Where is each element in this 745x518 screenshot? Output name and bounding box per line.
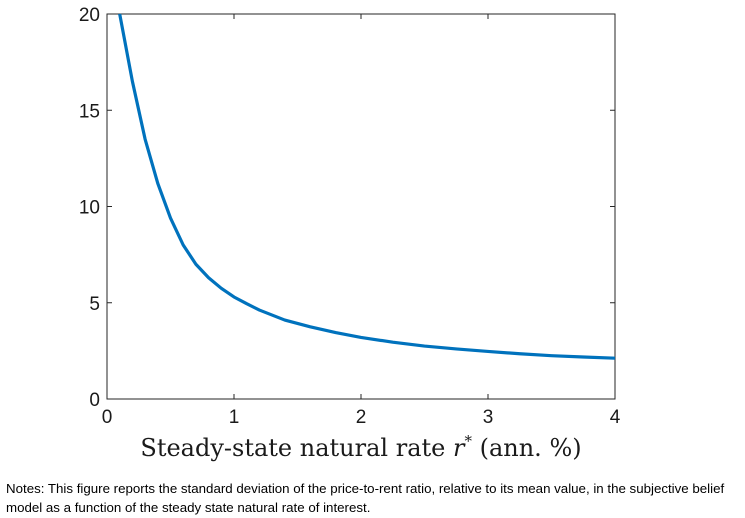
series-line [118, 13, 616, 360]
x-axis-title-prefix: Steady-state natural rate [140, 434, 453, 462]
plot-frame [106, 13, 616, 400]
x-tick-label: 1 [229, 407, 240, 428]
y-tick-label: 20 [79, 5, 100, 26]
x-tick-label: 3 [483, 407, 494, 428]
x-axis-title-superscript: * [464, 432, 472, 450]
y-tick-label: 15 [79, 101, 100, 122]
y-tick-label: 10 [79, 198, 100, 219]
x-axis-title-symbol: r [453, 434, 466, 462]
y-tick-label: 5 [89, 294, 100, 315]
x-tick-label: 2 [356, 407, 367, 428]
x-tick-label: 4 [610, 407, 621, 428]
x-axis-title: Steady-state natural rate r* (ann. %) [140, 432, 581, 462]
x-tick-labels: 0 1 2 3 4 [102, 407, 621, 428]
chart: 0 1 2 3 4 0 5 10 15 20 Steady-state natural rate… [79, 5, 621, 462]
figure-notes: Notes: This figure reports the standard … [6, 481, 725, 515]
y-tick-labels: 0 5 10 15 20 [79, 5, 100, 411]
axis-ticks [106, 13, 616, 400]
x-axis-title-suffix: (ann. %) [472, 434, 582, 462]
x-tick-label: 0 [102, 407, 113, 428]
y-tick-label: 0 [89, 390, 100, 411]
